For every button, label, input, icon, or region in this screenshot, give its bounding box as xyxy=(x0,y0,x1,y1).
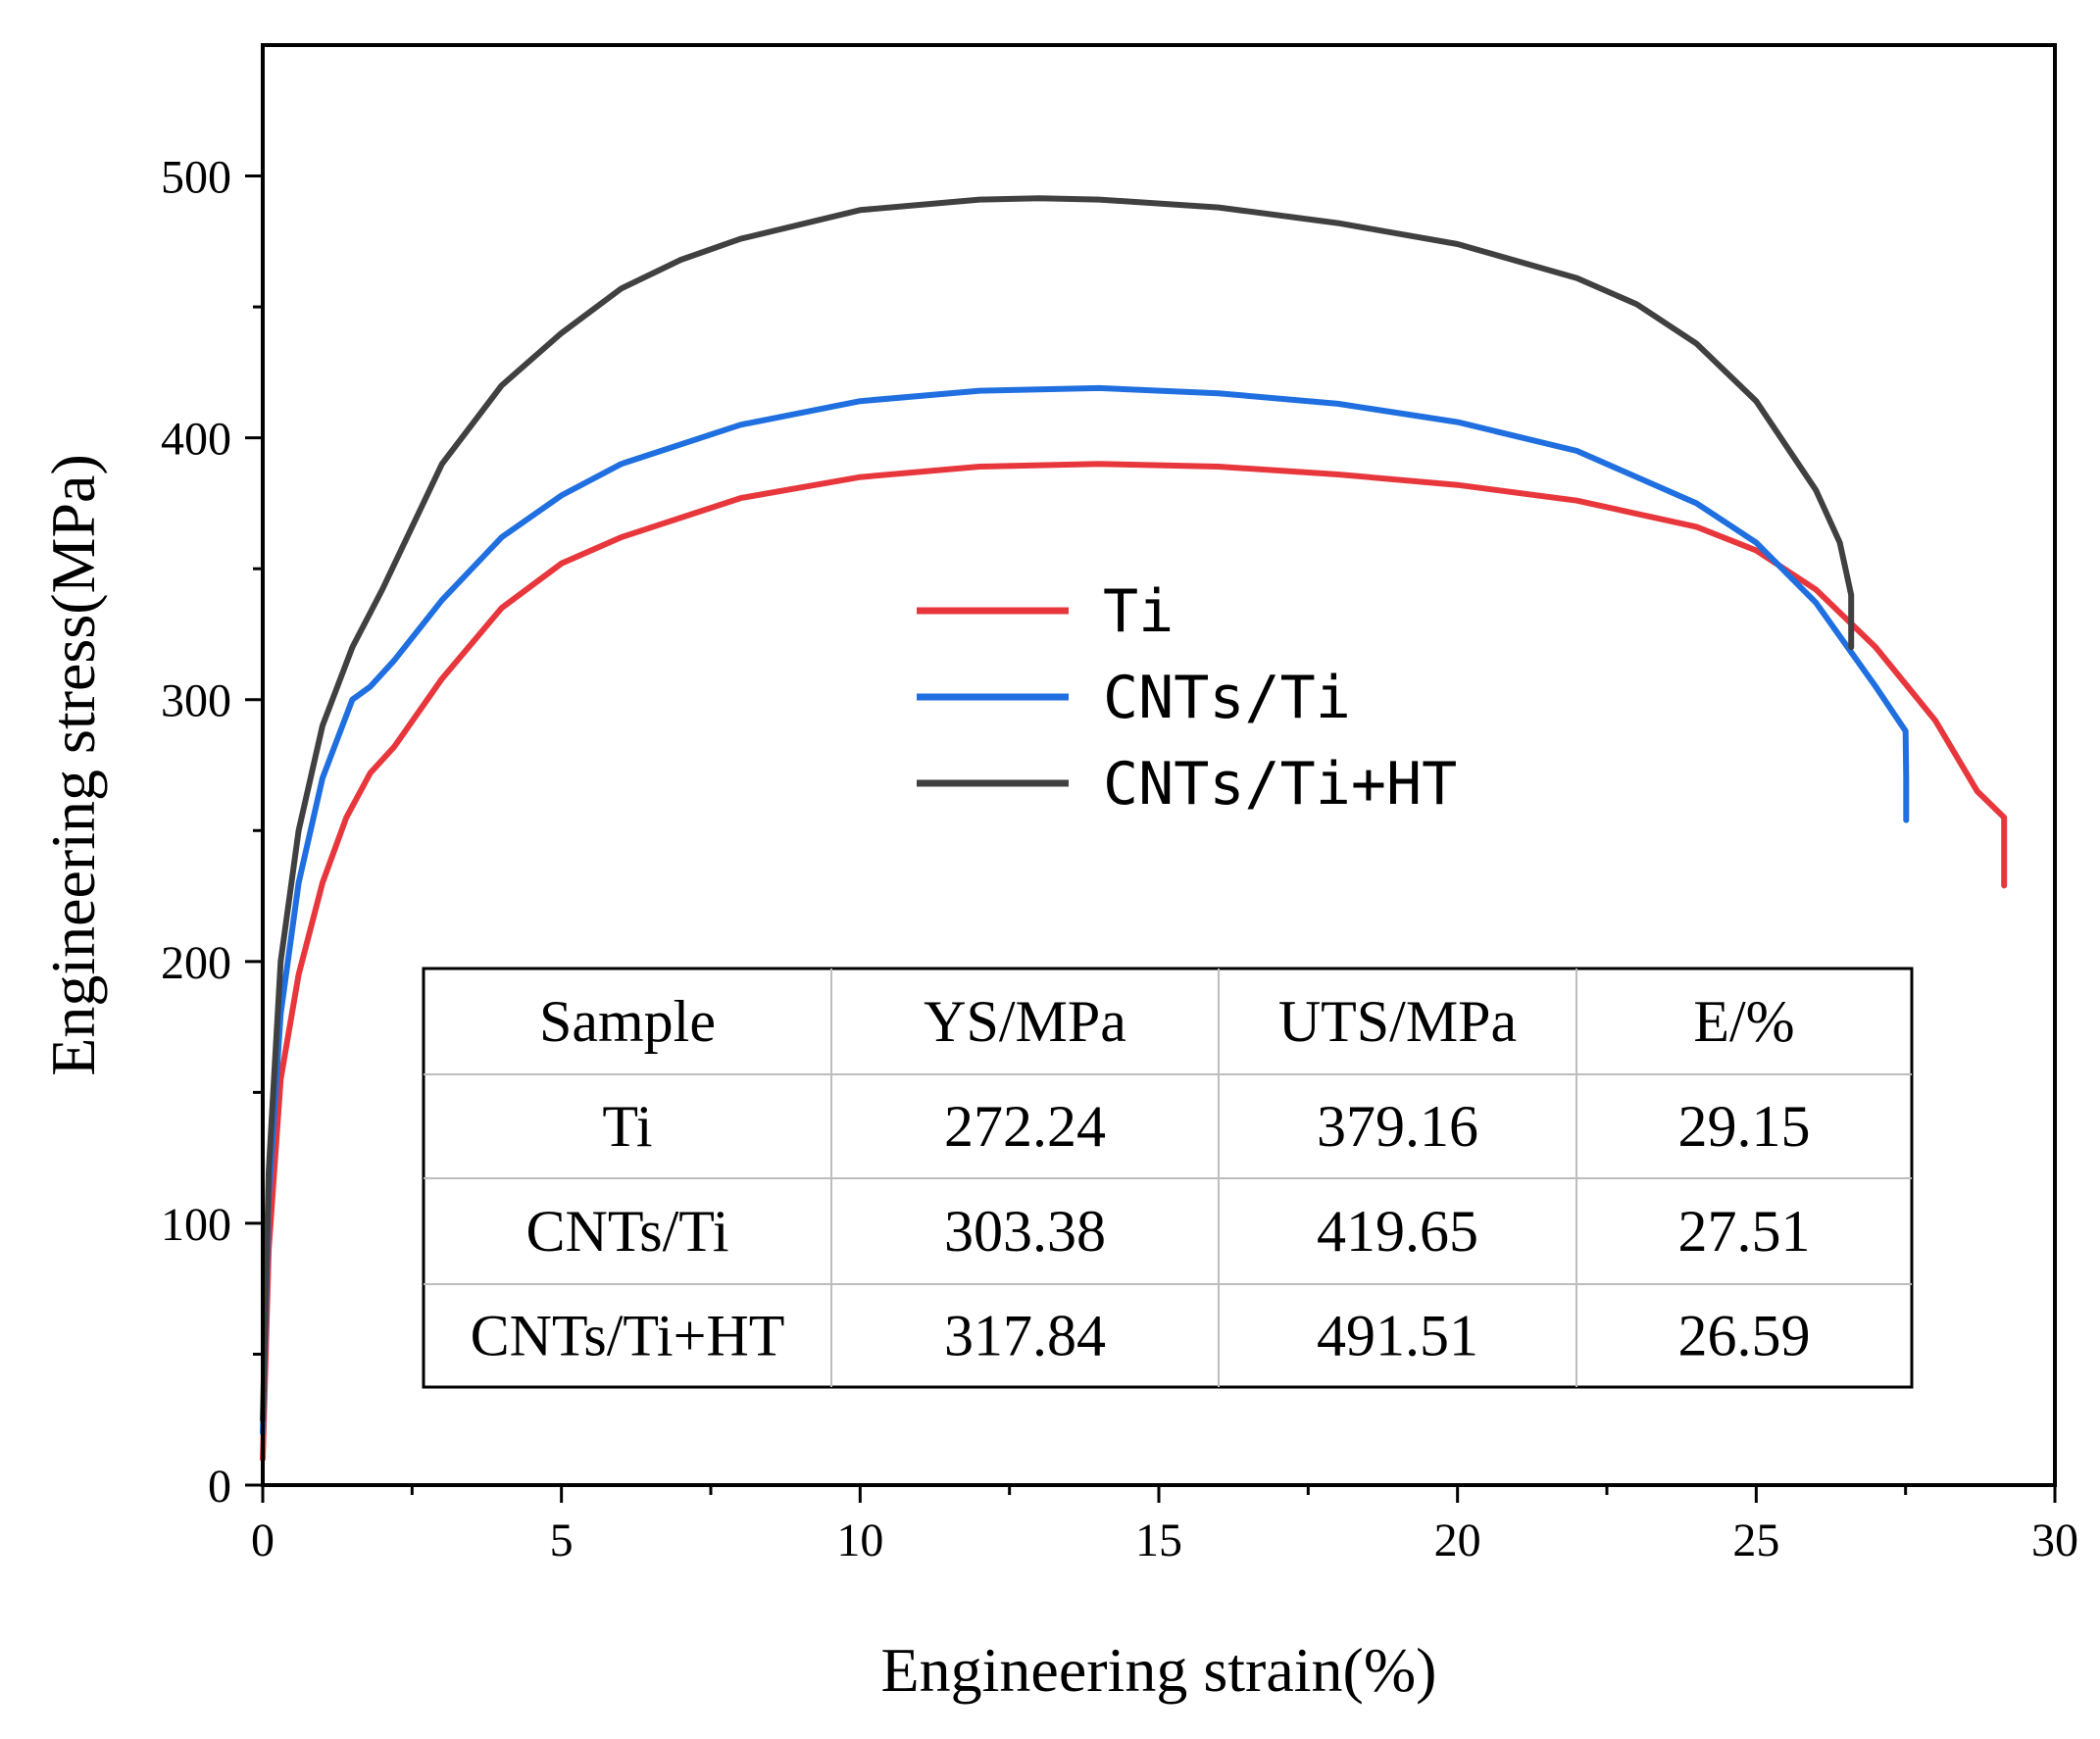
table-cell: 491.51 xyxy=(1317,1304,1478,1368)
x-tick-label: 25 xyxy=(1732,1515,1779,1566)
series-line-cnts-ti-ht xyxy=(260,195,1855,1423)
series-line-cnts-ti xyxy=(260,384,1910,1436)
legend-label: CNTs/Ti xyxy=(1103,664,1351,732)
y-tick-label: 300 xyxy=(161,675,231,727)
x-tick-label: 10 xyxy=(836,1515,883,1566)
x-axis-title: Engineering strain(%) xyxy=(881,1635,1437,1705)
y-axis-title: Engineering stress(MPa) xyxy=(38,454,108,1076)
table-cell: 272.24 xyxy=(944,1094,1106,1159)
table-cell: Ti xyxy=(602,1094,652,1159)
x-tick-label: 0 xyxy=(251,1515,275,1566)
table-cell: 27.51 xyxy=(1678,1199,1811,1264)
table-header-cell: UTS/MPa xyxy=(1278,989,1517,1054)
table-cell: CNTs/Ti+HT xyxy=(471,1304,785,1368)
table-cell: CNTs/Ti xyxy=(525,1199,728,1264)
table-header-cell: Sample xyxy=(539,989,716,1054)
table-cell: 317.84 xyxy=(944,1304,1106,1368)
y-tick-label: 200 xyxy=(161,937,231,989)
series-line-ti xyxy=(260,461,2008,1463)
y-tick-label: 0 xyxy=(208,1461,231,1513)
x-tick-label: 30 xyxy=(2031,1515,2078,1566)
x-tick-label: 20 xyxy=(1434,1515,1481,1566)
legend-label: CNTs/Ti+HT xyxy=(1103,750,1457,819)
table-cell: 29.15 xyxy=(1678,1094,1811,1159)
table-cell: 419.65 xyxy=(1317,1199,1478,1264)
table-header-cell: YS/MPa xyxy=(924,989,1126,1054)
table-cell: 379.16 xyxy=(1317,1094,1478,1159)
x-tick-label: 5 xyxy=(550,1515,574,1566)
table-cell: 26.59 xyxy=(1678,1304,1811,1368)
table-cell: 303.38 xyxy=(944,1199,1106,1264)
y-tick-label: 500 xyxy=(161,152,231,204)
x-tick-label: 15 xyxy=(1135,1515,1182,1566)
legend-label: Ti xyxy=(1103,577,1174,646)
y-tick-label: 100 xyxy=(161,1199,231,1251)
table-header-cell: E/% xyxy=(1693,989,1794,1054)
y-tick-label: 400 xyxy=(161,414,231,466)
